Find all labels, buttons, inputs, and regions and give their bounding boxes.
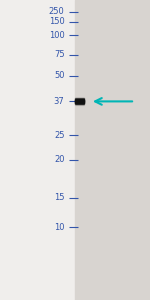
Bar bbox=[75, 99, 84, 100]
Bar bbox=[75, 98, 84, 99]
Text: 250: 250 bbox=[49, 8, 64, 16]
Text: 75: 75 bbox=[54, 50, 64, 59]
Text: 10: 10 bbox=[54, 223, 64, 232]
Bar bbox=[75, 100, 84, 101]
Text: 100: 100 bbox=[49, 31, 64, 40]
Text: 25: 25 bbox=[54, 130, 64, 140]
Bar bbox=[75, 101, 84, 102]
Text: 20: 20 bbox=[54, 155, 64, 164]
Bar bbox=[75, 101, 84, 102]
Bar bbox=[75, 102, 84, 103]
Bar bbox=[75, 104, 84, 105]
Bar bbox=[75, 101, 84, 102]
Text: 15: 15 bbox=[54, 194, 64, 202]
Text: 50: 50 bbox=[54, 71, 64, 80]
Bar bbox=[75, 100, 84, 101]
Bar bbox=[75, 98, 84, 99]
Text: 150: 150 bbox=[49, 17, 64, 26]
Bar bbox=[75, 102, 84, 103]
Bar bbox=[75, 99, 84, 100]
Bar bbox=[75, 103, 84, 104]
Text: 37: 37 bbox=[54, 97, 64, 106]
Bar bbox=[75, 102, 84, 103]
Bar bbox=[75, 0, 150, 300]
Bar bbox=[75, 103, 84, 104]
